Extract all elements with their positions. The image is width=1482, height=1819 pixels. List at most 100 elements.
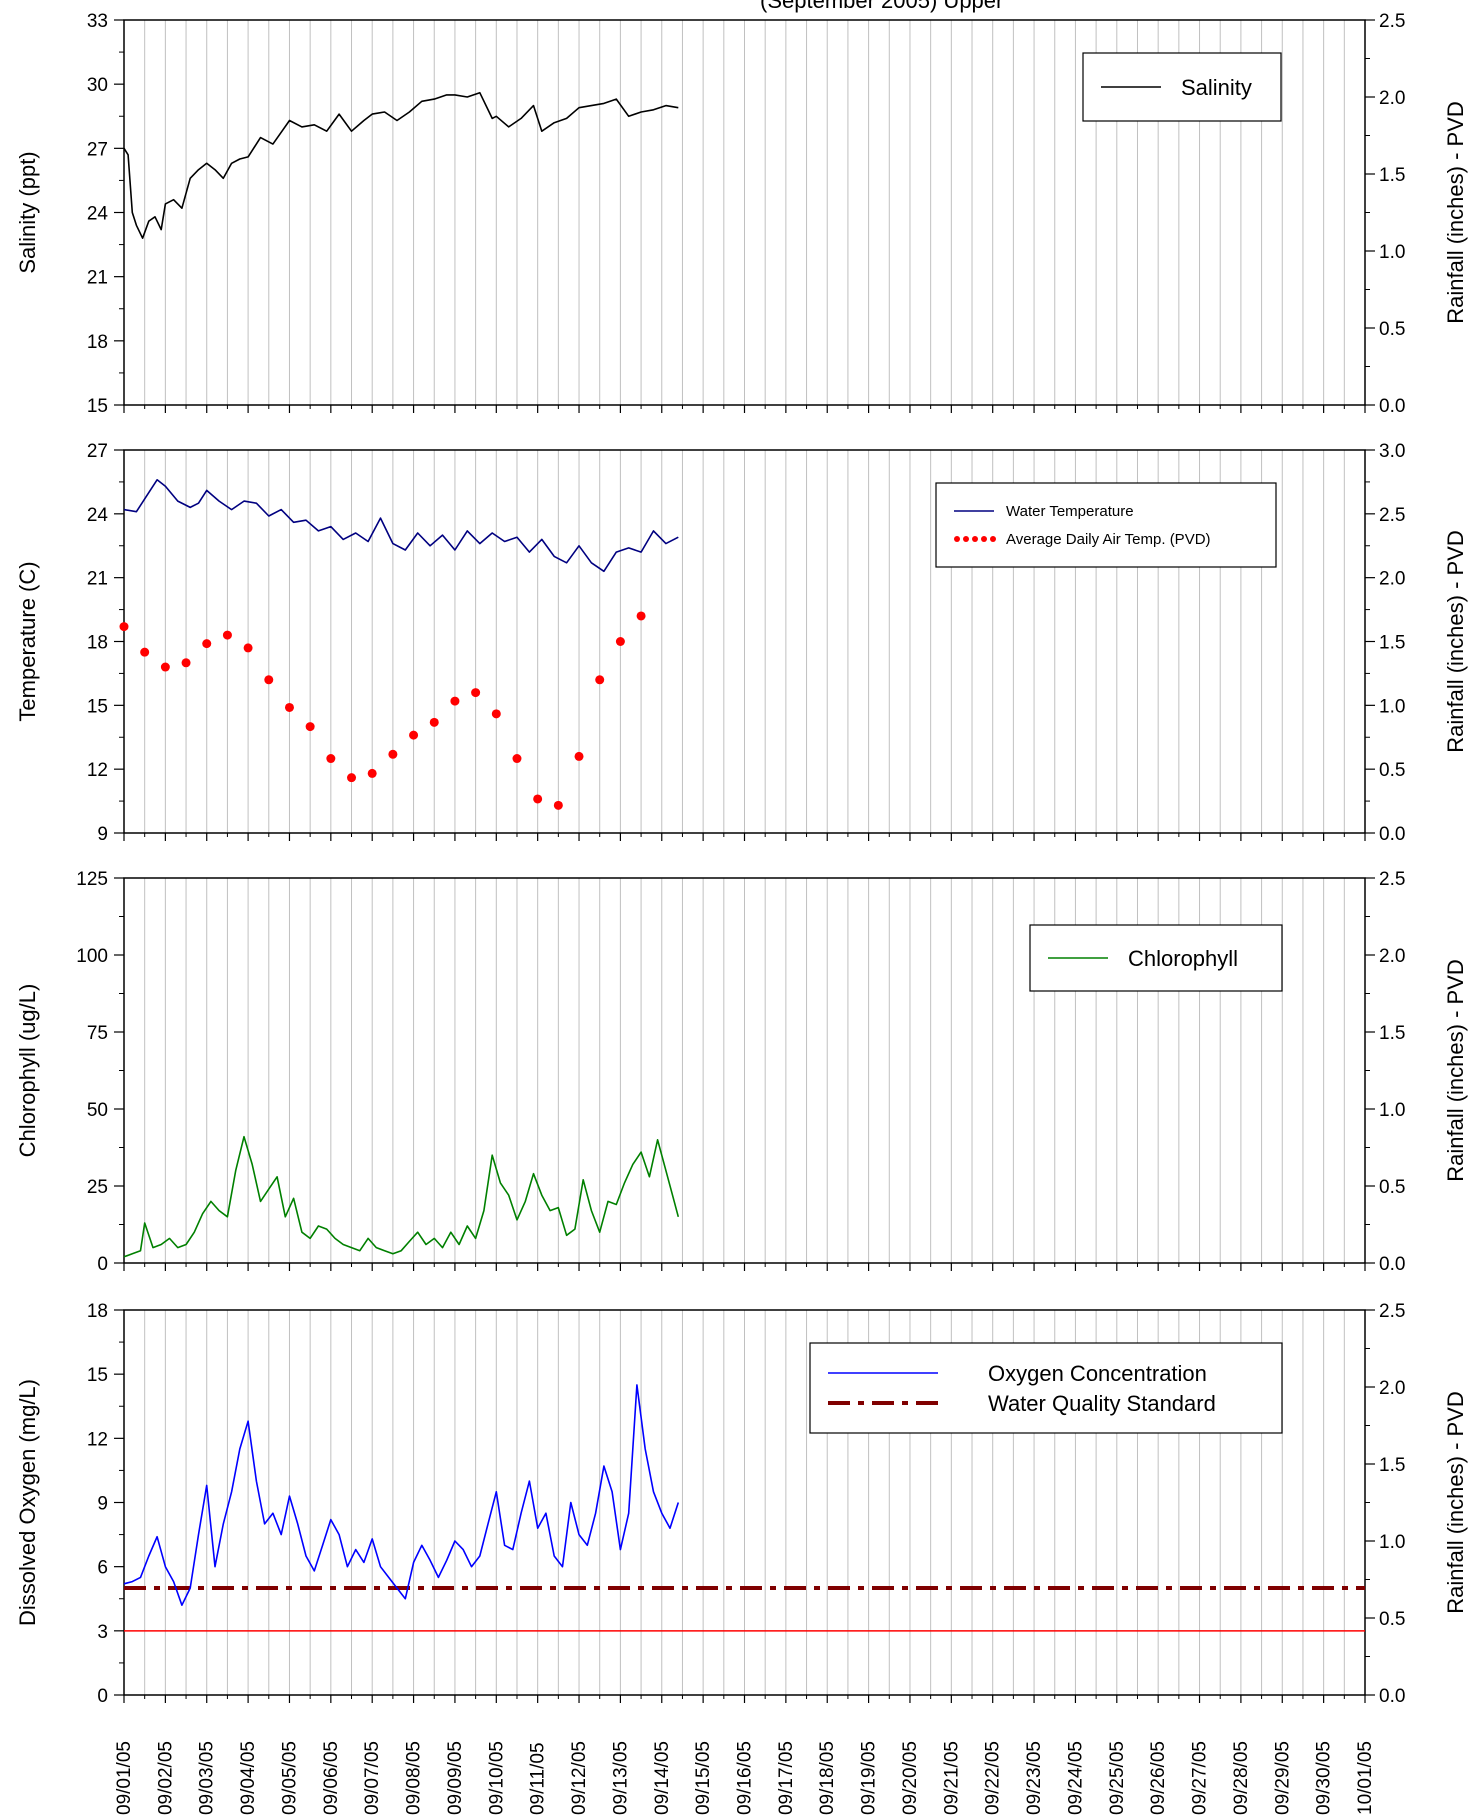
x-tick-label: 09/21/05 (941, 1741, 962, 1815)
x-tick-label: 09/11/05 (528, 1742, 549, 1815)
data-point (533, 794, 543, 804)
y-tick-label: 0 (97, 1686, 108, 1707)
y2-tick-label: 0.5 (1379, 319, 1405, 340)
x-tick-label: 09/12/05 (569, 1741, 590, 1815)
x-tick-label: 09/24/05 (1065, 1741, 1086, 1815)
y-tick-label: 50 (87, 1100, 108, 1121)
x-tick-label: 09/02/05 (155, 1741, 176, 1815)
y2-tick-label: 1.5 (1379, 1023, 1405, 1044)
y-tick-label: 100 (76, 946, 108, 967)
series-line (123, 478, 679, 573)
x-axis-tick-labels: 09/01/05 09/02/05 09/03/05 09/04/05 09/05/05… (114, 1741, 1376, 1815)
x-tick-label: 09/19/05 (859, 1741, 880, 1815)
chart-panels: 151821242730330.00.51.01.52.02.5Salinity… (15, 11, 1468, 1707)
x-tick-label: 09/25/05 (1107, 1741, 1128, 1815)
chart-legend: Salinity (1082, 52, 1282, 122)
y-tick-label: 15 (87, 396, 108, 417)
y2-tick-label: 0.0 (1379, 1254, 1405, 1275)
y2-tick-label: 1.0 (1379, 1532, 1405, 1553)
legend-swatch (963, 536, 969, 542)
data-point (264, 675, 274, 685)
y-tick-label: 27 (87, 441, 108, 462)
y-tick-label: 21 (87, 268, 108, 289)
y-axis-title: Dissolved Oxygen (mg/L) (15, 1379, 40, 1626)
y-tick-label: 3 (97, 1622, 108, 1643)
y-tick-label: 15 (87, 696, 108, 717)
y2-tick-label: 0.0 (1379, 824, 1405, 845)
y-tick-label: 0 (97, 1254, 108, 1275)
x-tick-label: 09/04/05 (238, 1741, 259, 1815)
legend-label: Salinity (1181, 75, 1252, 100)
y-tick-label: 15 (87, 1365, 108, 1386)
y2-tick-label: 0.0 (1379, 396, 1405, 417)
data-point (409, 730, 419, 740)
y-tick-label: 12 (87, 1429, 108, 1450)
y-axis-title: Salinity (ppt) (15, 151, 40, 273)
y2-tick-label: 0.5 (1379, 1177, 1405, 1198)
y2-axis-title: Rainfall (inches) - PVD (1443, 530, 1468, 753)
x-tick-label: 10/01/05 (1355, 1741, 1376, 1815)
data-point (347, 773, 357, 783)
chart-legend: Water Temperature Average Daily Air Temp.… (935, 482, 1277, 568)
x-tick-label: 09/28/05 (1231, 1741, 1252, 1815)
y2-tick-label: 1.0 (1379, 696, 1405, 717)
data-point (140, 647, 150, 657)
series-line (123, 1135, 680, 1258)
y2-tick-label: 2.0 (1379, 88, 1405, 109)
y-tick-label: 21 (87, 569, 108, 590)
y2-tick-label: 2.5 (1379, 1301, 1405, 1322)
legend-swatch (981, 536, 987, 542)
y2-axis-title: Rainfall (inches) - PVD (1443, 959, 1468, 1182)
y2-tick-label: 0.5 (1379, 760, 1405, 781)
legend-swatch (990, 536, 996, 542)
legend-label: Average Daily Air Temp. (PVD) (1006, 531, 1211, 548)
y-tick-label: 9 (97, 1494, 108, 1515)
chart-panel-3: 0 25 50 75 100 125 0.0 0.5 1.0 1.5 2.0 2.5 Chlorophy… (15, 869, 1468, 1275)
y2-tick-label: 1.5 (1379, 633, 1405, 654)
chart-legend: Chlorophyll (1029, 924, 1283, 992)
y2-axis-title: Rainfall (inches) - PVD (1443, 1391, 1468, 1614)
y-tick-label: 18 (87, 633, 108, 654)
data-point (119, 622, 129, 632)
x-tick-label: 09/20/05 (900, 1741, 921, 1815)
data-point (450, 696, 460, 706)
legend-swatch (954, 536, 960, 542)
data-point (181, 658, 191, 668)
y-tick-label: 25 (87, 1177, 108, 1198)
data-point (636, 611, 646, 621)
chart-legend: Oxygen Concentration Water Quality Standa… (809, 1342, 1283, 1434)
chart-panel-1: 15 18 21 24 27 30 33 0.0 0.5 1.0 1.5 2.0 2.5 Salinity… (15, 11, 1468, 417)
y2-tick-label: 2.5 (1379, 11, 1405, 32)
data-point (367, 768, 377, 778)
legend-label: Chlorophyll (1128, 946, 1238, 971)
chart-panel-2: 9 12 15 18 21 24 27 0.0 0.5 1.0 1.5 2.0 2.5 3.0 Temper… (15, 441, 1468, 845)
x-tick-label: 09/27/05 (1190, 1741, 1211, 1815)
data-point (160, 662, 170, 672)
y-tick-label: 125 (76, 869, 108, 890)
x-tick-label: 09/23/05 (1024, 1741, 1045, 1815)
y2-tick-label: 1.0 (1379, 1100, 1405, 1121)
x-tick-label: 09/08/05 (404, 1741, 425, 1815)
data-point (326, 754, 336, 764)
x-tick-label: 09/18/05 (817, 1741, 838, 1815)
y2-tick-label: 1.0 (1379, 242, 1405, 263)
chart-panel-4: 0 3 6 9 12 15 18 0.0 0.5 1.0 1.5 2.0 2.5 Dissolved Ox… (15, 1301, 1468, 1707)
y-tick-label: 18 (87, 1301, 108, 1322)
data-point (243, 643, 253, 653)
data-point (574, 751, 584, 761)
legend-label: Water Quality Standard (988, 1391, 1216, 1416)
legend-label: Water Temperature (1006, 503, 1134, 520)
y-tick-label: 12 (87, 760, 108, 781)
data-point (202, 639, 212, 649)
y2-tick-label: 1.5 (1379, 1455, 1405, 1476)
y2-tick-label: 2.5 (1379, 505, 1405, 526)
y-axis-title: Chlorophyll (ug/L) (15, 984, 40, 1158)
y-tick-label: 9 (97, 824, 108, 845)
x-tick-label: 09/17/05 (776, 1741, 797, 1815)
y2-tick-label: 3.0 (1379, 441, 1405, 462)
y-tick-label: 24 (87, 505, 109, 526)
x-tick-label: 09/13/05 (610, 1741, 631, 1815)
x-tick-label: 09/14/05 (652, 1741, 673, 1815)
data-point (553, 800, 563, 810)
